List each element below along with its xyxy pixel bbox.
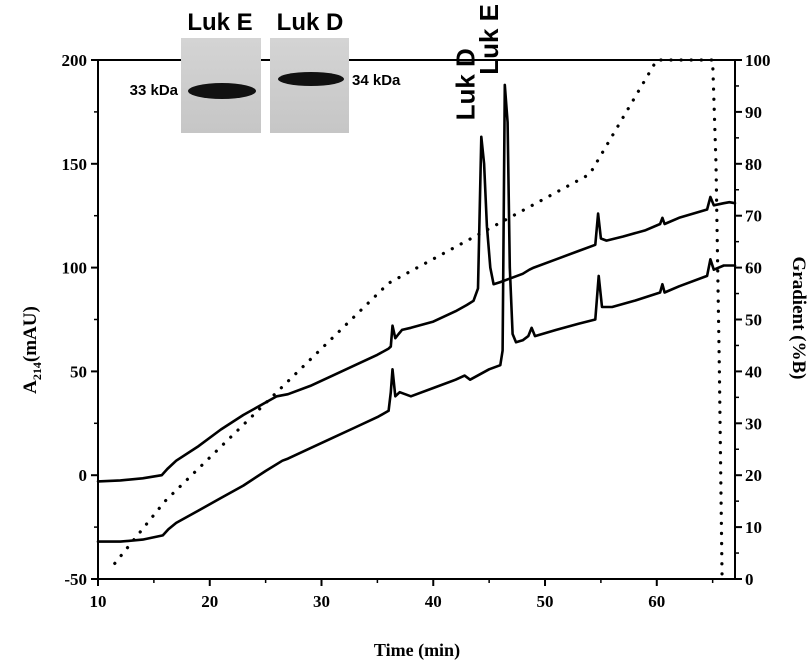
band-1-size: 33 kDa <box>130 82 179 99</box>
y-axis-left-label-sub: 214 <box>30 362 44 380</box>
x-axis-label: Time (min) <box>374 640 460 661</box>
y-right-tick-label: 70 <box>745 207 762 226</box>
y-axis-left-label: A214(mAU) <box>20 306 44 394</box>
lane-2-label: Luk D <box>277 9 344 36</box>
y-axis-right-label: Gradient (%B) <box>788 257 809 380</box>
svg-text:A214(mAU): A214(mAU) <box>20 306 44 394</box>
x-tick-label: 40 <box>425 592 442 611</box>
axis-labels: Time (min) A214(mAU) Gradient (%B) <box>20 257 809 661</box>
y-axis-left-label-main: A <box>20 380 41 394</box>
x-tick-label: 20 <box>201 592 218 611</box>
y-right-tick-label: 40 <box>745 362 762 381</box>
y-right-tick-label: 20 <box>745 466 762 485</box>
x-tick-label: 60 <box>648 592 665 611</box>
gel-band-luk-d <box>278 72 344 86</box>
annotation-luk-d: Luk D <box>450 48 480 120</box>
y-left-tick-label: 150 <box>62 155 88 174</box>
y-right-tick-label: 50 <box>745 311 762 330</box>
y-right-tick-label: 10 <box>745 518 762 537</box>
y-left-tick-label: 100 <box>62 259 88 278</box>
x-tick-label: 10 <box>90 592 107 611</box>
series-layer <box>96 58 737 581</box>
series-line-3 <box>113 58 724 581</box>
x-tick-label: 30 <box>313 592 330 611</box>
annotations-layer: Luk D Luk E <box>450 4 503 120</box>
plot-frame <box>97 59 736 580</box>
series-line-1 <box>96 135 737 483</box>
series-line-2 <box>96 83 737 543</box>
annotation-luk-e: Luk E <box>474 4 504 75</box>
y-left-tick-label: 0 <box>79 466 88 485</box>
axes-layer: 10 20 30 40 50 60 -50 0 50 100 150 200 0 10 20 30 40 50 60… <box>62 51 771 611</box>
x-tick-label: 50 <box>537 592 554 611</box>
y-axis-left-label-unit: (mAU) <box>20 306 41 362</box>
sds-page-inset: Luk E Luk D 33 kDa 34 kDa <box>130 9 401 133</box>
y-right-tick-label: 100 <box>745 51 771 70</box>
y-right-tick-label: 90 <box>745 103 762 122</box>
y-left-tick-label: 200 <box>62 51 88 70</box>
gel-band-luk-e <box>188 83 256 99</box>
y-left-tick-label: 50 <box>70 362 87 381</box>
plot-area <box>97 59 736 580</box>
y-right-tick-label: 0 <box>745 570 754 589</box>
y-left-tick-label: -50 <box>64 570 87 589</box>
band-2-size: 34 kDa <box>352 72 401 89</box>
y-right-tick-label: 60 <box>745 259 762 278</box>
lane-1-label: Luk E <box>187 9 252 36</box>
y-right-tick-label: 30 <box>745 414 762 433</box>
y-right-tick-label: 80 <box>745 155 762 174</box>
